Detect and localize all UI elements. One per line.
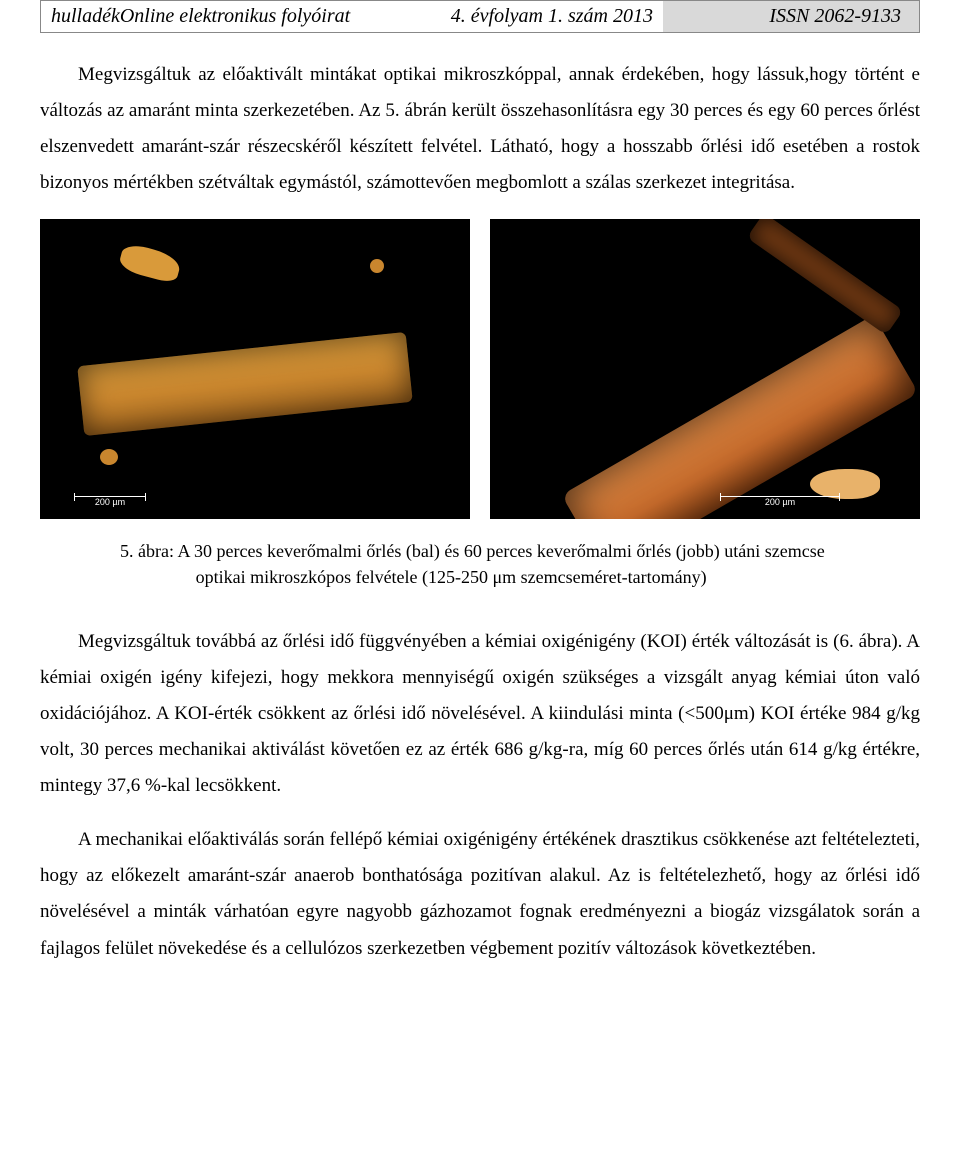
particle — [370, 259, 384, 273]
paragraph-3: A mechanikai előaktiválás során fellépő … — [40, 822, 920, 966]
header-left: hulladékOnline elektronikus folyóirat 4.… — [41, 1, 663, 32]
scale-bar-right: 200 µm — [720, 496, 840, 505]
journal-header: hulladékOnline elektronikus folyóirat 4.… — [40, 0, 920, 33]
journal-issue: 4. évfolyam 1. szám 2013 — [451, 5, 653, 28]
particle — [810, 469, 880, 499]
paragraph-2: Megvizsgáltuk továbbá az őrlési idő függ… — [40, 624, 920, 804]
fiber-shape — [747, 219, 903, 335]
micrograph-60min: 200 µm — [490, 219, 920, 519]
scale-bar-left: 200 µm — [74, 496, 146, 505]
paragraph-1: Megvizsgáltuk az előaktivált mintákat op… — [40, 57, 920, 201]
particle — [117, 242, 182, 285]
header-right-issn: ISSN 2062-9133 — [663, 1, 919, 32]
figure-5: 200 µm 200 µm — [40, 219, 920, 519]
journal-title: hulladékOnline elektronikus folyóirat — [51, 5, 350, 28]
figure-5-caption: 5. ábra: A 30 perces keverőmalmi őrlés (… — [120, 539, 870, 589]
fiber-shape — [77, 332, 413, 436]
particle — [100, 449, 118, 465]
micrograph-30min: 200 µm — [40, 219, 470, 519]
caption-text: 5. ábra: A 30 perces keverőmalmi őrlés (… — [196, 539, 870, 589]
